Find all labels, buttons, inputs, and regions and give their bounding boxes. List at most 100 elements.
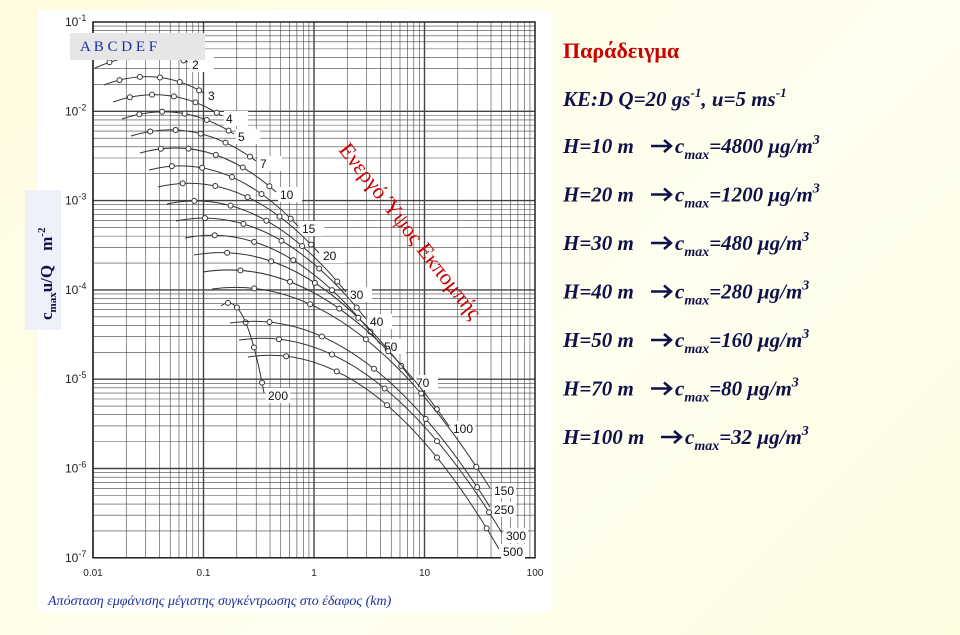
curve-point bbox=[473, 463, 480, 470]
row-value: cmax=32 μg/m3 bbox=[685, 424, 809, 454]
curve bbox=[202, 269, 450, 427]
curve-label: 40 bbox=[370, 315, 384, 329]
curve-point bbox=[422, 416, 429, 422]
curve-point bbox=[202, 215, 209, 222]
curve-point bbox=[486, 509, 493, 516]
y-tick-label: 10-5 bbox=[65, 370, 86, 386]
curve-point bbox=[258, 191, 265, 197]
row-sup: 3 bbox=[791, 376, 799, 391]
curve-label: 100 bbox=[453, 422, 473, 436]
y-label-sub: max bbox=[47, 292, 59, 313]
curve-label-bg bbox=[368, 314, 392, 329]
legend-box bbox=[70, 33, 205, 60]
curve-point bbox=[199, 164, 206, 171]
curve-label-bg bbox=[492, 502, 516, 517]
y-tick-base: 10 bbox=[65, 372, 79, 386]
arrow bbox=[651, 187, 673, 202]
row-height: H=70 m bbox=[562, 377, 634, 401]
row-value: cmax=1200 μg/m3 bbox=[675, 182, 820, 212]
curve bbox=[175, 217, 367, 320]
arrow bbox=[651, 139, 673, 153]
y-tick-base: 10 bbox=[65, 194, 79, 208]
row-sup: 3 bbox=[801, 327, 809, 342]
curve-label-bg bbox=[258, 156, 282, 171]
curve-point bbox=[483, 525, 490, 532]
curve-point bbox=[287, 215, 294, 222]
row-sup: 3 bbox=[812, 182, 820, 197]
example-rows: H=10 m cmax=4800 μg/m3H=20 m cmax=1200 μg/… bbox=[562, 133, 820, 454]
row-val: =480 μg/m bbox=[709, 231, 802, 255]
plot-frame bbox=[92, 21, 536, 559]
curve-point bbox=[181, 110, 188, 117]
curve bbox=[166, 200, 347, 293]
y-label: cmaxu/Q m-2 bbox=[36, 227, 59, 320]
curve-point bbox=[242, 319, 249, 326]
curve-point bbox=[211, 232, 218, 239]
row-val: =4800 μg/m bbox=[709, 134, 813, 158]
y-tick-base: 10 bbox=[65, 283, 79, 297]
curve-label: 20 bbox=[323, 249, 337, 263]
row-value: cmax=4800 μg/m3 bbox=[675, 133, 820, 163]
row-height: H=20 m bbox=[562, 183, 634, 207]
x-tick-label: 100 bbox=[527, 568, 544, 579]
curve bbox=[157, 182, 320, 254]
curve-point bbox=[362, 336, 369, 343]
curve-point bbox=[259, 379, 266, 386]
row-height: H=100 m bbox=[562, 425, 644, 449]
y-label-c: c bbox=[37, 312, 56, 320]
curve-point bbox=[329, 287, 335, 294]
curve bbox=[148, 165, 299, 227]
y-tick-base: 10 bbox=[65, 104, 79, 118]
x-tick-label: 10 bbox=[419, 568, 431, 579]
curve-point bbox=[266, 183, 273, 190]
y-label-unit: m bbox=[37, 237, 56, 251]
curve-point bbox=[287, 278, 294, 285]
y-tick-base: 10 bbox=[65, 462, 79, 476]
curve-point bbox=[116, 77, 123, 84]
x-tick-label: 1 bbox=[311, 568, 317, 579]
curve-label: 30 bbox=[350, 288, 364, 302]
curve-point bbox=[311, 279, 318, 286]
curve-point bbox=[213, 109, 220, 116]
curve-label: 15 bbox=[302, 222, 316, 236]
curve-label: 10 bbox=[280, 188, 294, 202]
y-label-bg bbox=[25, 190, 61, 330]
curve-point bbox=[381, 385, 388, 392]
curve-point bbox=[308, 241, 315, 248]
curve-label: 250 bbox=[494, 503, 514, 517]
row-c: c bbox=[675, 231, 685, 255]
y-tick-label: 10-1 bbox=[65, 13, 86, 29]
row-c: c bbox=[675, 377, 685, 401]
curve-point bbox=[212, 151, 219, 158]
curve bbox=[193, 252, 413, 381]
row-c: c bbox=[675, 328, 685, 352]
curve-point bbox=[191, 197, 198, 204]
row-sub: max bbox=[684, 197, 709, 212]
curve-label: 3 bbox=[208, 89, 215, 103]
y-tick-exp: -7 bbox=[78, 549, 86, 559]
curve-label-bg bbox=[190, 57, 214, 72]
row-c: c bbox=[675, 280, 685, 304]
row-height: H=10 m bbox=[562, 134, 634, 158]
arrow bbox=[651, 381, 673, 396]
row-c: c bbox=[675, 183, 685, 207]
chart-panel bbox=[38, 10, 552, 612]
x-tick-label: 0.01 bbox=[83, 568, 103, 579]
y-tick-exp: -6 bbox=[78, 460, 86, 470]
curve-point bbox=[185, 145, 192, 152]
conditions: KE:D Q=20 gs-1, u=5 ms-1 bbox=[562, 85, 787, 111]
row-height: H=30 m bbox=[562, 231, 634, 255]
curve-point bbox=[290, 257, 297, 264]
curve-label-bg bbox=[348, 287, 372, 302]
curve-point bbox=[474, 484, 481, 491]
row-sub: max bbox=[684, 342, 709, 357]
curve-point bbox=[126, 94, 133, 101]
curve-point bbox=[334, 278, 341, 285]
curve-point bbox=[149, 91, 156, 98]
conditions-sup: -1 bbox=[776, 85, 787, 100]
curve-point bbox=[275, 336, 282, 343]
curve bbox=[238, 337, 503, 534]
curve-point bbox=[434, 438, 440, 445]
curve-point bbox=[333, 368, 340, 375]
